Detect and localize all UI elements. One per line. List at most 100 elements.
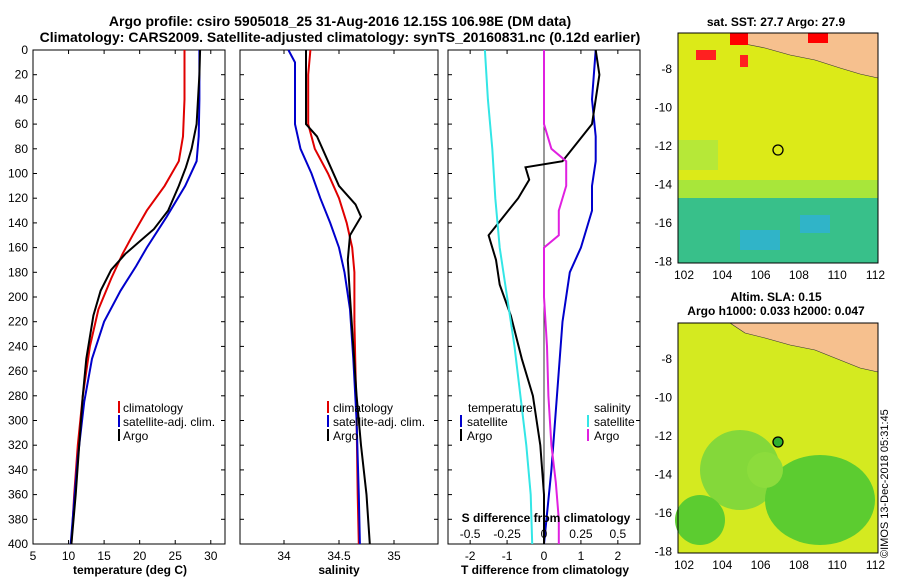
sst-cool-band [678, 195, 878, 263]
lon-tick-label: 110 [828, 558, 847, 572]
sst-lon-tick-labels: 102 104 106 108 110 112 [674, 268, 885, 282]
temperature-series-argo [70, 49, 202, 545]
tdiff-series-satellite [543, 49, 597, 545]
depth-tick-label: 380 [8, 512, 28, 526]
sdiff-series-satellite [483, 49, 534, 545]
imos-watermark: ©IMOS 13-Dec-2018 05:31:45 [879, 409, 891, 558]
sst-lat-tick-labels: -8 -10 -12 -14 -16 -18 [655, 62, 673, 269]
temperature-xlabel: temperature (deg C) [73, 563, 187, 577]
legend-argo: Argo [333, 429, 359, 443]
sst-hotspot [808, 33, 828, 43]
depth-tick-label: 40 [15, 92, 29, 106]
lat-tick-label: -8 [661, 62, 672, 76]
salinity-legend: climatology satellite-adj. clim. Argo [327, 401, 425, 443]
temperature-tick-labels: 5 10 15 20 25 30 [30, 549, 218, 563]
x-tick-label: 20 [133, 549, 147, 563]
salinity-series-satellite-adj-clim- [287, 49, 361, 545]
t-diff-xlabel: T difference from climatology [461, 563, 629, 577]
s-diff-xlabel: S difference from climatology [462, 511, 631, 525]
legend-climatology: climatology [333, 401, 393, 415]
sla-anomaly-patch [700, 430, 780, 510]
sst-map-title: sat. SST: 27.7 Argo: 27.9 [707, 15, 846, 29]
x-tick-label: -1 [502, 549, 513, 563]
lon-tick-label: 102 [674, 558, 694, 572]
legend-temp-satellite: satellite [467, 415, 508, 429]
lat-tick-label: -16 [655, 506, 673, 520]
depth-tick-label: 140 [8, 216, 28, 230]
sst-cool-patch [800, 215, 830, 233]
sla-anomaly-patch [675, 495, 725, 545]
sst-map-frame [677, 32, 879, 264]
depth-tick-label: 60 [15, 117, 29, 131]
sla-map-title2: Argo h1000: 0.033 h2000: 0.047 [687, 304, 865, 318]
argo-location-marker [772, 436, 784, 448]
depth-tick-label: 120 [8, 191, 28, 205]
depth-tick-label: 240 [8, 339, 28, 353]
x-tick-label: 5 [30, 549, 37, 563]
lat-tick-label: -10 [655, 101, 673, 115]
depth-tick-label: 340 [8, 463, 28, 477]
lat-tick-label: -18 [655, 545, 673, 559]
sst-map [677, 32, 879, 264]
s-diff-tick-label: -0.5 [460, 527, 481, 541]
s-diff-tick-label: -0.25 [493, 527, 521, 541]
lon-tick-label: 106 [751, 268, 771, 282]
legend-temp-argo: Argo [467, 429, 493, 443]
sla-map-frame [677, 322, 879, 554]
lat-tick-label: -16 [655, 216, 673, 230]
legend-salinity-title: salinity [594, 401, 631, 415]
depth-tick-label: 320 [8, 438, 28, 452]
tdiff-series-argo [487, 49, 601, 544]
depth-tick-labels: 0 20 40 60 80 100 120 140 160 180 200 220 240 260 280 3… [8, 43, 28, 551]
temperature-series-climatology [70, 50, 186, 545]
depth-tick-label: 180 [8, 265, 28, 279]
salinity-series-argo [305, 50, 371, 545]
lat-tick-label: -14 [655, 468, 673, 482]
depth-tick-label: 280 [8, 389, 28, 403]
depth-tick-label: 20 [15, 68, 29, 82]
s-diff-tick-label: 0 [541, 527, 548, 541]
lon-tick-label: 108 [789, 558, 809, 572]
sla-map-title1: Altim. SLA: 0.15 [730, 290, 822, 304]
argo-location-marker [772, 144, 784, 156]
x-tick-label: 2 [615, 549, 622, 563]
s-diff-tick-label: 0.25 [569, 527, 593, 541]
lat-tick-label: -12 [655, 429, 673, 443]
lon-tick-label: 110 [828, 268, 847, 282]
x-tick-label: 35 [387, 549, 401, 563]
salinity-series-climatology [307, 49, 360, 545]
chart-title-line2: Climatology: CARS2009. Satellite-adjuste… [39, 29, 641, 45]
x-tick-label: -2 [465, 549, 476, 563]
depth-tick-label: 300 [8, 414, 28, 428]
sst-cool-patch [740, 230, 780, 250]
sla-lon-tick-labels: 102 104 106 108 110 112 [674, 558, 885, 572]
sla-anomaly-patch [765, 455, 875, 545]
x-tick-label: 34.5 [327, 549, 351, 563]
lon-tick-label: 104 [712, 268, 732, 282]
depth-tick-label: 360 [8, 488, 28, 502]
s-diff-tick-labels: -0.5 -0.25 0 0.25 0.5 [460, 527, 627, 541]
depth-tick-label: 260 [8, 364, 28, 378]
x-tick-label: 30 [204, 549, 218, 563]
depth-tick-label: 80 [15, 142, 29, 156]
salinity-xlabel: salinity [318, 563, 360, 577]
legend-temperature-title: temperature [468, 401, 533, 415]
temperature-series-satellite-adj-clim- [69, 50, 201, 545]
lon-tick-label: 102 [674, 268, 694, 282]
lat-tick-label: -12 [655, 139, 673, 153]
lon-tick-label: 104 [712, 558, 732, 572]
legend-sal-argo: Argo [594, 429, 620, 443]
t-diff-tick-labels: -2 -1 0 1 2 [465, 549, 622, 563]
depth-tick-label: 400 [8, 537, 28, 551]
depth-tick-label: 200 [8, 290, 28, 304]
lat-tick-label: -14 [655, 178, 673, 192]
lat-tick-label: -8 [661, 352, 672, 366]
sst-hotspot [740, 55, 748, 67]
x-tick-label: 15 [97, 549, 111, 563]
lat-tick-label: -18 [655, 255, 673, 269]
sst-hotspot [730, 33, 748, 45]
lon-tick-label: 112 [866, 558, 885, 572]
sla-anomaly-patch [747, 452, 783, 488]
x-tick-label: 1 [578, 549, 585, 563]
